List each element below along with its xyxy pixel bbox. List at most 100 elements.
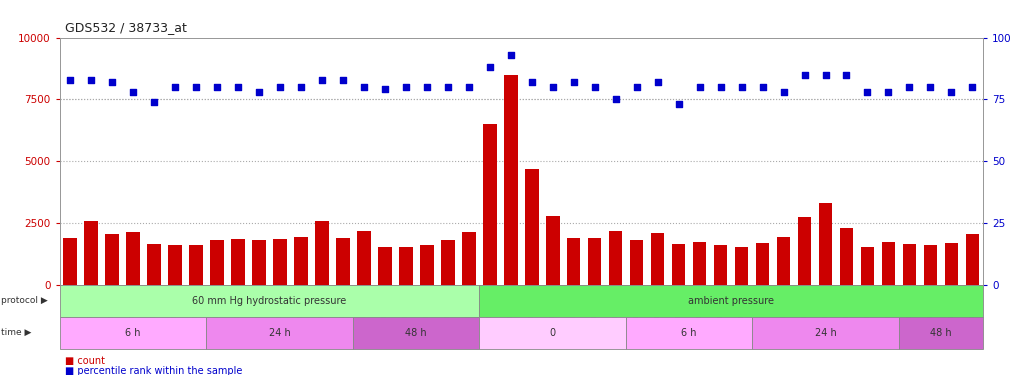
- Bar: [650, 233, 665, 285]
- Bar: [881, 242, 896, 285]
- Bar: [462, 232, 476, 285]
- Point: [356, 84, 372, 90]
- Bar: [839, 228, 854, 285]
- Bar: [378, 247, 392, 285]
- Bar: [693, 242, 707, 285]
- Bar: [420, 245, 434, 285]
- Text: 60 mm Hg hydrostatic pressure: 60 mm Hg hydrostatic pressure: [192, 296, 347, 306]
- Bar: [105, 234, 119, 285]
- Bar: [777, 237, 790, 285]
- Point: [166, 84, 183, 90]
- Point: [901, 84, 917, 90]
- Bar: [231, 239, 245, 285]
- Bar: [126, 232, 140, 285]
- Bar: [147, 244, 161, 285]
- Bar: [630, 240, 643, 285]
- Point: [607, 96, 624, 102]
- Bar: [189, 245, 203, 285]
- Point: [419, 84, 435, 90]
- Point: [272, 84, 288, 90]
- Point: [83, 76, 100, 82]
- Text: ambient pressure: ambient pressure: [688, 296, 774, 306]
- Point: [670, 101, 686, 107]
- Bar: [861, 247, 874, 285]
- Bar: [608, 231, 623, 285]
- Point: [649, 79, 666, 85]
- Point: [334, 76, 351, 82]
- Bar: [168, 245, 182, 285]
- Bar: [923, 245, 938, 285]
- Point: [734, 84, 750, 90]
- Point: [859, 89, 875, 95]
- Point: [503, 52, 519, 58]
- Point: [943, 89, 959, 95]
- Point: [796, 72, 813, 78]
- Bar: [672, 244, 685, 285]
- Point: [377, 87, 393, 93]
- Bar: [294, 237, 308, 285]
- Bar: [588, 238, 601, 285]
- Point: [523, 79, 540, 85]
- Text: protocol ▶: protocol ▶: [1, 296, 48, 305]
- Point: [818, 72, 834, 78]
- Point: [880, 89, 897, 95]
- Point: [481, 64, 498, 70]
- Bar: [252, 240, 266, 285]
- Text: 24 h: 24 h: [815, 328, 836, 338]
- Point: [922, 84, 939, 90]
- Point: [692, 84, 708, 90]
- Point: [964, 84, 981, 90]
- Bar: [714, 245, 727, 285]
- Point: [712, 84, 728, 90]
- Text: GDS532 / 38733_at: GDS532 / 38733_at: [65, 21, 187, 34]
- Point: [439, 84, 456, 90]
- Text: 48 h: 48 h: [405, 328, 427, 338]
- Bar: [64, 238, 77, 285]
- Bar: [903, 244, 916, 285]
- Text: 6 h: 6 h: [125, 328, 141, 338]
- Bar: [504, 75, 517, 285]
- Text: 0: 0: [550, 328, 556, 338]
- Bar: [441, 240, 455, 285]
- Text: ■ percentile rank within the sample: ■ percentile rank within the sample: [65, 366, 242, 375]
- Bar: [945, 243, 958, 285]
- Point: [125, 89, 142, 95]
- Bar: [756, 243, 770, 285]
- Point: [754, 84, 771, 90]
- Point: [208, 84, 225, 90]
- Bar: [566, 238, 581, 285]
- Point: [776, 89, 792, 95]
- Point: [146, 99, 162, 105]
- Point: [250, 89, 267, 95]
- Point: [587, 84, 603, 90]
- Point: [230, 84, 246, 90]
- Bar: [483, 124, 497, 285]
- Bar: [399, 247, 412, 285]
- Text: 6 h: 6 h: [681, 328, 697, 338]
- Point: [545, 84, 561, 90]
- Point: [104, 79, 120, 85]
- Point: [62, 76, 78, 82]
- Bar: [797, 217, 812, 285]
- Text: 24 h: 24 h: [269, 328, 290, 338]
- Bar: [735, 247, 748, 285]
- Text: time ▶: time ▶: [1, 328, 32, 338]
- Point: [292, 84, 309, 90]
- Bar: [84, 220, 97, 285]
- Text: 48 h: 48 h: [931, 328, 952, 338]
- Point: [397, 84, 413, 90]
- Bar: [965, 234, 979, 285]
- Point: [628, 84, 645, 90]
- Point: [314, 76, 330, 82]
- Text: ■ count: ■ count: [65, 356, 105, 366]
- Point: [188, 84, 204, 90]
- Point: [565, 79, 582, 85]
- Bar: [525, 169, 539, 285]
- Bar: [336, 238, 350, 285]
- Bar: [273, 239, 286, 285]
- Point: [461, 84, 477, 90]
- Bar: [210, 240, 224, 285]
- Bar: [546, 216, 559, 285]
- Bar: [357, 231, 370, 285]
- Point: [838, 72, 855, 78]
